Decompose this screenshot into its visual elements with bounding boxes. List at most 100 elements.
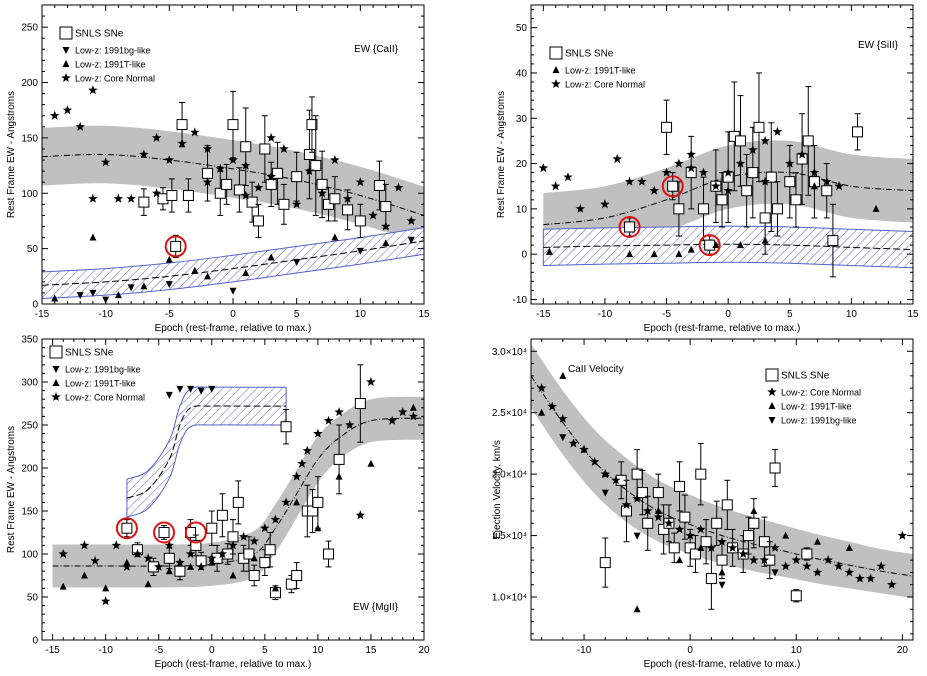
data-point bbox=[114, 291, 122, 299]
data-point bbox=[281, 497, 291, 507]
data-point bbox=[785, 158, 795, 168]
data-point bbox=[139, 149, 149, 159]
data-point bbox=[718, 568, 726, 576]
legend-label: SNLS SNe bbox=[75, 29, 124, 40]
y-tick-label: 20 bbox=[516, 159, 528, 170]
data-point bbox=[589, 456, 600, 466]
data-point bbox=[232, 496, 244, 508]
data-point bbox=[735, 158, 746, 168]
series-star bbox=[50, 85, 416, 231]
legend-marker-star bbox=[551, 79, 561, 88]
data-point bbox=[876, 561, 886, 571]
data-point bbox=[624, 221, 636, 233]
data-point bbox=[827, 235, 839, 247]
data-point bbox=[304, 166, 315, 176]
data-point bbox=[208, 558, 216, 566]
data-point bbox=[673, 203, 685, 215]
data-point bbox=[852, 126, 864, 138]
data-point bbox=[654, 507, 662, 514]
plot-area bbox=[538, 72, 913, 278]
legend-marker-square bbox=[59, 26, 73, 40]
legend-label: Low-z: 1991bg-like bbox=[75, 46, 151, 56]
series-tri-up bbox=[538, 371, 853, 613]
series-square bbox=[121, 364, 366, 601]
data-point bbox=[306, 119, 318, 131]
data-point bbox=[278, 198, 290, 210]
data-point bbox=[164, 540, 175, 550]
x-tick-label: 10 bbox=[791, 645, 803, 656]
data-point bbox=[545, 247, 553, 255]
x-tick-label: 0 bbox=[230, 309, 236, 320]
data-point bbox=[163, 552, 175, 564]
x-tick-label: 10 bbox=[312, 645, 324, 656]
series-tri-down bbox=[165, 385, 216, 399]
data-point bbox=[393, 182, 404, 192]
data-point bbox=[821, 185, 833, 197]
data-point bbox=[62, 105, 73, 115]
x-tick-label: -5 bbox=[154, 645, 163, 656]
data-point bbox=[642, 517, 654, 529]
data-point bbox=[790, 194, 802, 206]
chart-panel-2: -15 -10 -5 0 5 10 15 -10 0 10 20 30 40 50 Epoch (rest-… bbox=[496, 4, 919, 334]
panel-annotation: EW {MgII} bbox=[353, 602, 399, 613]
panel-annotation: EW {SiII} bbox=[858, 40, 899, 51]
data-point bbox=[342, 193, 353, 203]
data-point bbox=[855, 573, 865, 583]
data-point bbox=[749, 555, 759, 565]
data-point bbox=[208, 385, 216, 393]
x-tick-label: 20 bbox=[897, 645, 909, 656]
y-tick-label: 50 bbox=[516, 23, 528, 34]
data-point bbox=[649, 185, 659, 195]
data-point bbox=[204, 272, 212, 280]
data-point bbox=[760, 176, 770, 186]
data-point bbox=[356, 247, 364, 255]
data-point bbox=[293, 498, 301, 506]
data-point bbox=[227, 119, 239, 131]
y-tick-label: 100 bbox=[21, 550, 38, 561]
data-point bbox=[79, 540, 90, 550]
data-point bbox=[59, 582, 67, 590]
data-point bbox=[765, 171, 777, 183]
data-point bbox=[736, 241, 744, 249]
data-point bbox=[174, 565, 186, 577]
legend-label: SNLS SNe bbox=[565, 49, 614, 60]
x-tick-label: 20 bbox=[418, 645, 430, 656]
data-point bbox=[865, 573, 876, 583]
data-point bbox=[206, 522, 218, 534]
data-point bbox=[633, 532, 641, 540]
data-point bbox=[716, 194, 728, 206]
bg-band-center bbox=[543, 243, 913, 251]
y-tick-label: 350 bbox=[21, 335, 38, 346]
data-point bbox=[809, 167, 820, 177]
data-point bbox=[291, 171, 303, 183]
data-point bbox=[293, 258, 301, 266]
data-point bbox=[771, 203, 783, 215]
legend: SNLS SNe Low-z: 1991bg-like Low-z: 1991T-l… bbox=[49, 345, 145, 403]
data-point bbox=[661, 121, 673, 133]
data-point bbox=[253, 182, 264, 192]
y-tick-label: 1.0×10⁴ bbox=[492, 593, 527, 604]
data-point bbox=[887, 579, 897, 589]
legend-marker-tri-up bbox=[52, 379, 60, 386]
data-point bbox=[312, 496, 324, 508]
data-point bbox=[266, 132, 276, 142]
legend-label: Low-z: Core Normal bbox=[565, 80, 645, 90]
data-point bbox=[323, 198, 334, 210]
panel-annotation: CaII Velocity bbox=[568, 364, 624, 375]
data-point bbox=[111, 540, 121, 550]
legend-label: Low-z: Core Normal bbox=[75, 74, 155, 84]
data-point bbox=[664, 518, 674, 528]
x-tick-label: -10 bbox=[598, 309, 613, 320]
data-point bbox=[366, 377, 376, 386]
x-tick-label: 5 bbox=[294, 309, 300, 320]
data-point bbox=[191, 266, 199, 274]
data-point bbox=[568, 438, 579, 448]
plot-area bbox=[52, 364, 424, 606]
data-point bbox=[872, 204, 880, 212]
data-point bbox=[259, 557, 271, 569]
legend-marker-tri-down bbox=[62, 47, 70, 54]
data-point bbox=[310, 160, 322, 172]
legend-label: Low-z: 1991bg-like bbox=[65, 365, 141, 375]
highlight-circle bbox=[164, 235, 187, 258]
